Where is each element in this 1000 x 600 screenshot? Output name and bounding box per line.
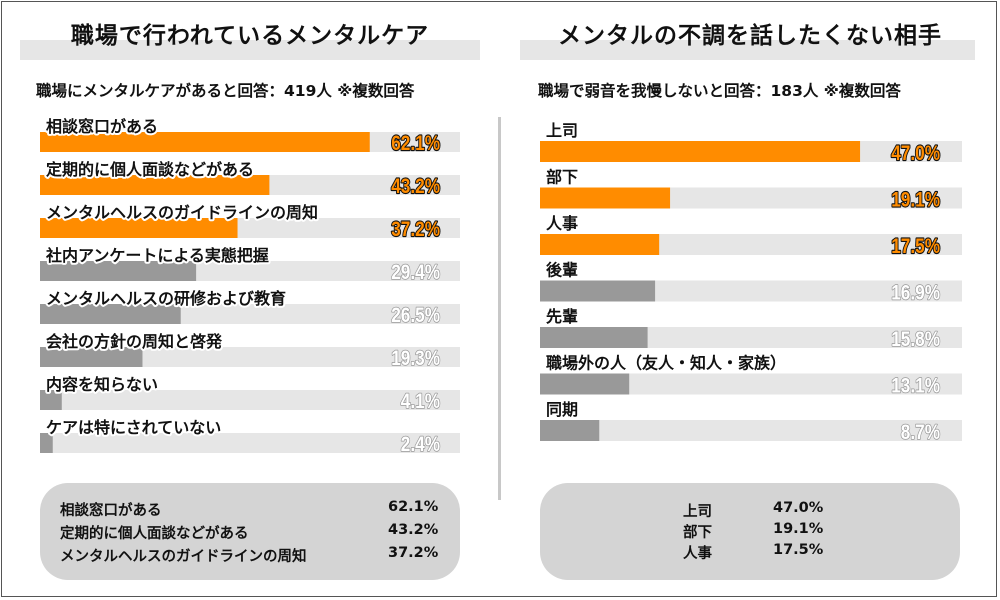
right-bar-6 <box>540 373 630 395</box>
left-summary-value-2: 43.2% <box>388 522 439 538</box>
left-category-label-4: 社内アンケートによる実態把握 <box>45 246 269 265</box>
right-category-label-1: 上司 <box>546 121 578 140</box>
right-category-label-4: 後輩 <box>546 261 578 280</box>
left-value-label-1: 62.1% <box>391 133 440 156</box>
right-value-label-6: 13.1% <box>891 375 940 398</box>
left-category-label-8: ケアは特にされていない <box>46 418 221 437</box>
right-bar-3 <box>540 234 660 255</box>
left-bar-chart: 相談窓口がある 62.1% 定期的に個人面談などがある 43.2% メンタルヘルスのガイ… <box>40 115 460 457</box>
left-summary-label-1: 相談窓口がある <box>60 503 162 519</box>
right-bar-chart: 上司 47.0% 部下 19.1% 人事 17.5% 後輩 16.9% 先輩 15.8% 職場外の人… <box>540 119 962 445</box>
right-category-label-6: 職場外の人（友人・知人・家族） <box>546 354 786 373</box>
left-category-label-5: メンタルヘルスの研修および教育 <box>46 289 286 308</box>
right-value-label-7: 8.7% <box>901 422 940 445</box>
left-value-label-6: 19.3% <box>391 348 440 371</box>
right-panel: メンタルの不調を話したくない相手 職場で弱音を我慢しないと回答：183人 ※複数… <box>500 0 1000 600</box>
left-summary-value-3: 37.2% <box>388 545 439 561</box>
right-value-label-3: 17.5% <box>891 236 940 259</box>
right-summary-value-3: 17.5% <box>773 542 824 558</box>
left-summary-label-2: 定期的に個人面談などがある <box>60 526 249 542</box>
right-bar-1 <box>540 141 861 162</box>
right-summary-value-1: 47.0% <box>773 500 824 516</box>
left-category-label-7: 内容を知らない <box>46 375 158 394</box>
left-bar-3 <box>40 218 238 238</box>
left-bar-4 <box>40 261 197 281</box>
left-category-label-3: メンタルヘルスのガイドラインの周知 <box>46 203 318 222</box>
right-bar-5 <box>540 327 648 348</box>
left-summary-box: 相談窓口がある 62.1% 定期的に個人面談などがある 43.2% メンタルヘル… <box>40 483 460 580</box>
left-track-7 <box>40 390 460 410</box>
left-summary-value-1: 62.1% <box>388 499 439 515</box>
left-bar-1 <box>40 132 370 152</box>
panel-divider <box>498 117 501 500</box>
left-value-label-5: 26.5% <box>391 305 440 328</box>
left-chart-title: 職場で行われているメンタルケア <box>70 23 430 49</box>
right-bar-2 <box>540 187 671 209</box>
right-bar-7 <box>540 420 600 441</box>
right-summary-label-2: 部下 <box>683 525 712 541</box>
left-bar-6 <box>40 347 143 367</box>
left-summary-label-3: メンタルヘルスのガイドラインの周知 <box>60 549 307 565</box>
right-chart-title: メンタルの不調を話したくない相手 <box>558 23 942 49</box>
left-category-label-2: 定期的に個人面談などがある <box>45 160 254 179</box>
left-track-6 <box>40 347 460 367</box>
right-summary-box: 上司 47.0% 部下 19.1% 人事 17.5% <box>540 483 960 580</box>
left-value-label-3: 37.2% <box>391 219 440 242</box>
right-category-label-2: 部下 <box>546 168 578 187</box>
left-value-label-2: 43.2% <box>391 176 440 199</box>
left-bar-2 <box>40 175 270 195</box>
right-value-label-2: 19.1% <box>891 189 940 212</box>
right-title-band <box>520 40 975 60</box>
right-summary-label-1: 上司 <box>683 504 712 520</box>
left-chart-subtitle: 職場にメンタルケアがあると回答：419人 ※複数回答 <box>36 82 415 100</box>
left-value-label-8: 2.4% <box>401 434 440 457</box>
right-summary-value-2: 19.1% <box>773 521 824 537</box>
right-track-6 <box>540 373 962 395</box>
left-title-band <box>20 40 480 60</box>
right-value-label-1: 47.0% <box>891 143 940 166</box>
right-category-label-5: 先輩 <box>546 307 578 326</box>
right-track-7 <box>540 420 962 441</box>
left-bar-7 <box>40 390 62 410</box>
right-summary-label-3: 人事 <box>683 546 712 562</box>
left-panel: 職場で行われているメンタルケア 職場にメンタルケアがあると回答：419人 ※複数… <box>20 23 480 580</box>
left-bar-5 <box>40 304 181 324</box>
right-category-label-7: 同期 <box>546 400 578 419</box>
left-category-label-6: 会社の方針の周知と啓発 <box>46 332 223 351</box>
left-track-8 <box>40 433 460 453</box>
right-bar-4 <box>540 280 656 302</box>
left-value-label-4: 29.4% <box>391 262 440 285</box>
right-value-label-4: 16.9% <box>891 282 940 305</box>
left-bar-8 <box>40 433 53 453</box>
right-category-label-3: 人事 <box>546 214 578 233</box>
left-category-label-1: 相談窓口がある <box>46 117 158 136</box>
right-value-label-5: 15.8% <box>891 329 940 352</box>
left-value-label-7: 4.1% <box>401 391 440 414</box>
right-chart-subtitle: 職場で弱音を我慢しないと回答：183人 ※複数回答 <box>538 82 901 100</box>
